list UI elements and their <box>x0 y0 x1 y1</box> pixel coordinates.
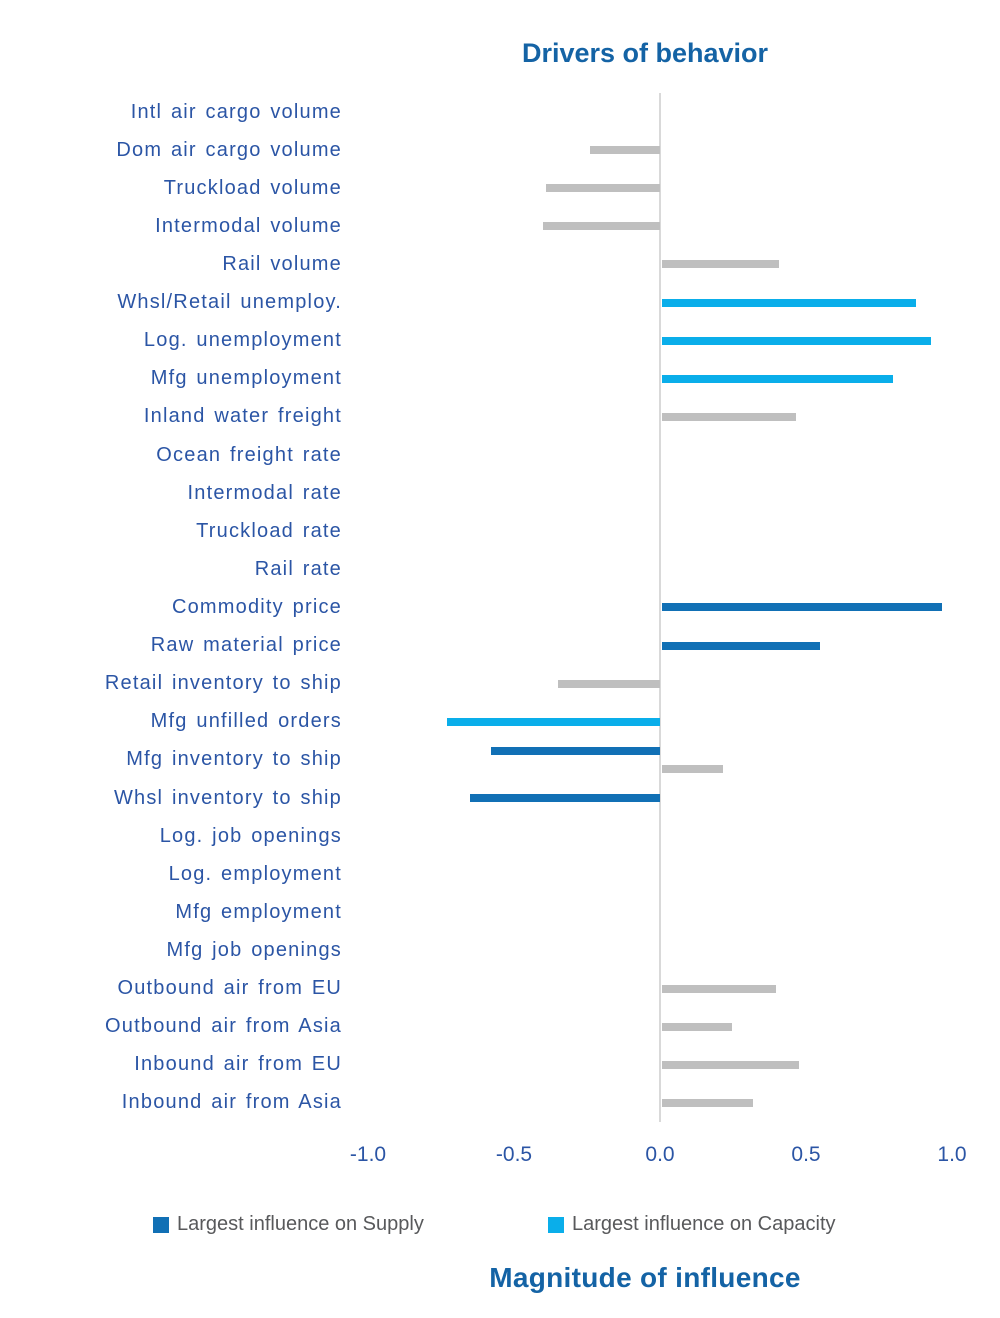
legend-item-supply: Largest influence on Supply <box>153 1213 424 1236</box>
category-label: Mfg unfilled orders <box>150 710 342 733</box>
category-label: Log. job openings <box>159 824 342 847</box>
bar-capacity <box>662 374 893 383</box>
chart-row: Log. unemployment <box>0 322 1000 360</box>
category-label: Mfg job openings <box>166 938 342 961</box>
bar-other <box>662 1060 800 1069</box>
category-label: Mfg employment <box>175 900 342 923</box>
category-label: Intl air cargo volume <box>130 100 342 123</box>
category-label: Dom air cargo volume <box>116 138 342 161</box>
chart-row: Intermodal volume <box>0 207 1000 245</box>
chart-row: Log. job openings <box>0 817 1000 855</box>
category-label: Inland water freight <box>143 405 342 428</box>
bar-other <box>662 764 724 773</box>
chart-row: Dom air cargo volume <box>0 131 1000 169</box>
category-label: Intermodal volume <box>155 214 342 237</box>
category-label: Raw material price <box>150 634 342 657</box>
chart-row: Intl air cargo volume <box>0 93 1000 131</box>
category-label: Outbound air from EU <box>117 977 342 1000</box>
chart-row: Rail rate <box>0 550 1000 588</box>
bar-other <box>589 146 660 155</box>
category-label: Retail inventory to ship <box>104 672 342 695</box>
chart-row: Ocean freight rate <box>0 436 1000 474</box>
capacity-legend-swatch-icon <box>548 1216 564 1233</box>
bar-other <box>662 1098 753 1107</box>
chart-row: Truckload rate <box>0 512 1000 550</box>
category-label: Mfg unemployment <box>150 367 342 390</box>
category-label: Whsl inventory to ship <box>113 786 342 809</box>
chart-row: Inland water freight <box>0 398 1000 436</box>
bar-other <box>662 1022 733 1031</box>
category-label: Truckload rate <box>196 519 342 542</box>
chart-row: Inbound air from Asia <box>0 1084 1000 1122</box>
x-axis-tick-labels: -1.0 -0.5 0.0 0.5 1.0 <box>0 1143 1000 1175</box>
bar-supply <box>490 746 660 755</box>
category-label: Ocean freight rate <box>156 443 342 466</box>
plot-area: Intl air cargo volume Dom air cargo volum… <box>0 93 1000 1122</box>
category-label: Whsl/Retail unemploy. <box>117 291 342 314</box>
bar-other <box>662 412 797 421</box>
chart-row: Rail volume <box>0 245 1000 283</box>
x-tick-label: -0.5 <box>495 1143 533 1166</box>
legend-label-capacity: Largest influence on Capacity <box>572 1213 836 1235</box>
category-label: Inbound air from EU <box>134 1053 342 1076</box>
chart-row: Retail inventory to ship <box>0 665 1000 703</box>
chart-row: Mfg unemployment <box>0 360 1000 398</box>
chart-title: Drivers of behavior <box>521 38 769 68</box>
bar-capacity <box>662 336 931 345</box>
chart-row: Outbound air from Asia <box>0 1008 1000 1046</box>
category-label: Inbound air from Asia <box>121 1091 342 1114</box>
bar-supply <box>662 641 820 650</box>
category-label: Intermodal rate <box>187 481 342 504</box>
zero-axis-line <box>659 93 661 1122</box>
supply-legend-swatch-icon <box>153 1216 169 1233</box>
bar-other <box>662 984 776 993</box>
chart-row: Truckload volume <box>0 169 1000 207</box>
bar-other <box>543 222 660 231</box>
chart-row: Whsl/Retail unemploy. <box>0 284 1000 322</box>
category-label: Rail volume <box>222 252 342 275</box>
legend-item-capacity: Largest influence on Capacity <box>548 1213 836 1236</box>
category-label: Commodity price <box>171 595 342 618</box>
category-label: Rail rate <box>254 557 342 580</box>
chart-row: Whsl inventory to ship <box>0 779 1000 817</box>
chart-row: Raw material price <box>0 627 1000 665</box>
chart-row: Inbound air from EU <box>0 1046 1000 1084</box>
category-label: Mfg inventory to ship <box>126 748 342 771</box>
x-tick-label: 0.0 <box>645 1143 675 1166</box>
chart-row: Commodity price <box>0 588 1000 626</box>
legend: Largest influence on Supply Largest infl… <box>0 1210 1000 1236</box>
category-label: Log. unemployment <box>143 329 342 352</box>
legend-label-supply: Largest influence on Supply <box>177 1213 424 1235</box>
bar-capacity <box>446 717 660 726</box>
chart-row: Mfg unfilled orders <box>0 703 1000 741</box>
chart-row: Intermodal rate <box>0 474 1000 512</box>
x-tick-label: 0.5 <box>791 1143 821 1166</box>
bar-capacity <box>662 298 917 307</box>
x-tick-label: 1.0 <box>937 1143 967 1166</box>
bar-other <box>546 184 660 193</box>
x-tick-label: -1.0 <box>349 1143 387 1166</box>
category-label: Log. employment <box>168 862 342 885</box>
category-label: Truckload volume <box>163 176 342 199</box>
bar-supply <box>662 603 943 612</box>
bar-other <box>557 679 660 688</box>
chart-row: Mfg inventory to ship <box>0 741 1000 779</box>
x-axis-title: Magnitude of influence <box>489 1262 801 1293</box>
chart-row: Outbound air from EU <box>0 970 1000 1008</box>
bar-supply <box>470 794 660 803</box>
chart-row: Mfg employment <box>0 893 1000 931</box>
chart-row: Mfg job openings <box>0 931 1000 969</box>
category-label: Outbound air from Asia <box>105 1015 342 1038</box>
bar-other <box>662 260 779 269</box>
chart-row: Log. employment <box>0 855 1000 893</box>
